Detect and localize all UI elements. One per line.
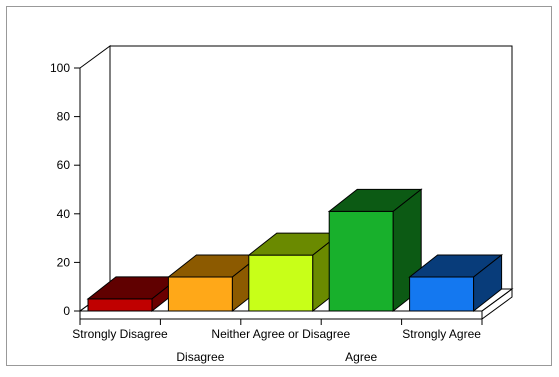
bar xyxy=(166,253,262,313)
y-tick-label: 0 xyxy=(63,304,70,318)
x-tick-label: Strongly Disagree xyxy=(72,327,168,341)
bar xyxy=(247,232,343,313)
x-tick-label: Disagree xyxy=(176,350,224,364)
bar-side xyxy=(473,253,503,313)
bars xyxy=(86,188,504,313)
y-tick-label: 20 xyxy=(57,255,71,269)
bar-front xyxy=(87,298,153,312)
chart-border xyxy=(6,6,552,366)
x-tick-label: Neither Agree or Disagree xyxy=(211,327,350,341)
floor-side-edge xyxy=(481,288,513,320)
bar xyxy=(327,188,423,313)
x-tick-label: Agree xyxy=(345,350,377,364)
bar-front xyxy=(167,276,233,312)
y-tick-label: 100 xyxy=(50,61,70,75)
y-tick-label: 80 xyxy=(57,110,71,124)
y-axis: 0 20 40 60 80 100 xyxy=(50,61,80,318)
bar-front xyxy=(409,276,475,312)
x-axis: Strongly Disagree Disagree Neither Agree o… xyxy=(72,319,483,364)
bar-front xyxy=(328,210,394,312)
y-tick-label: 40 xyxy=(57,207,71,221)
bar xyxy=(408,253,504,313)
x-tick-label: Strongly Agree xyxy=(402,327,481,341)
y-tick-label: 60 xyxy=(57,158,71,172)
bar-front xyxy=(248,254,314,312)
